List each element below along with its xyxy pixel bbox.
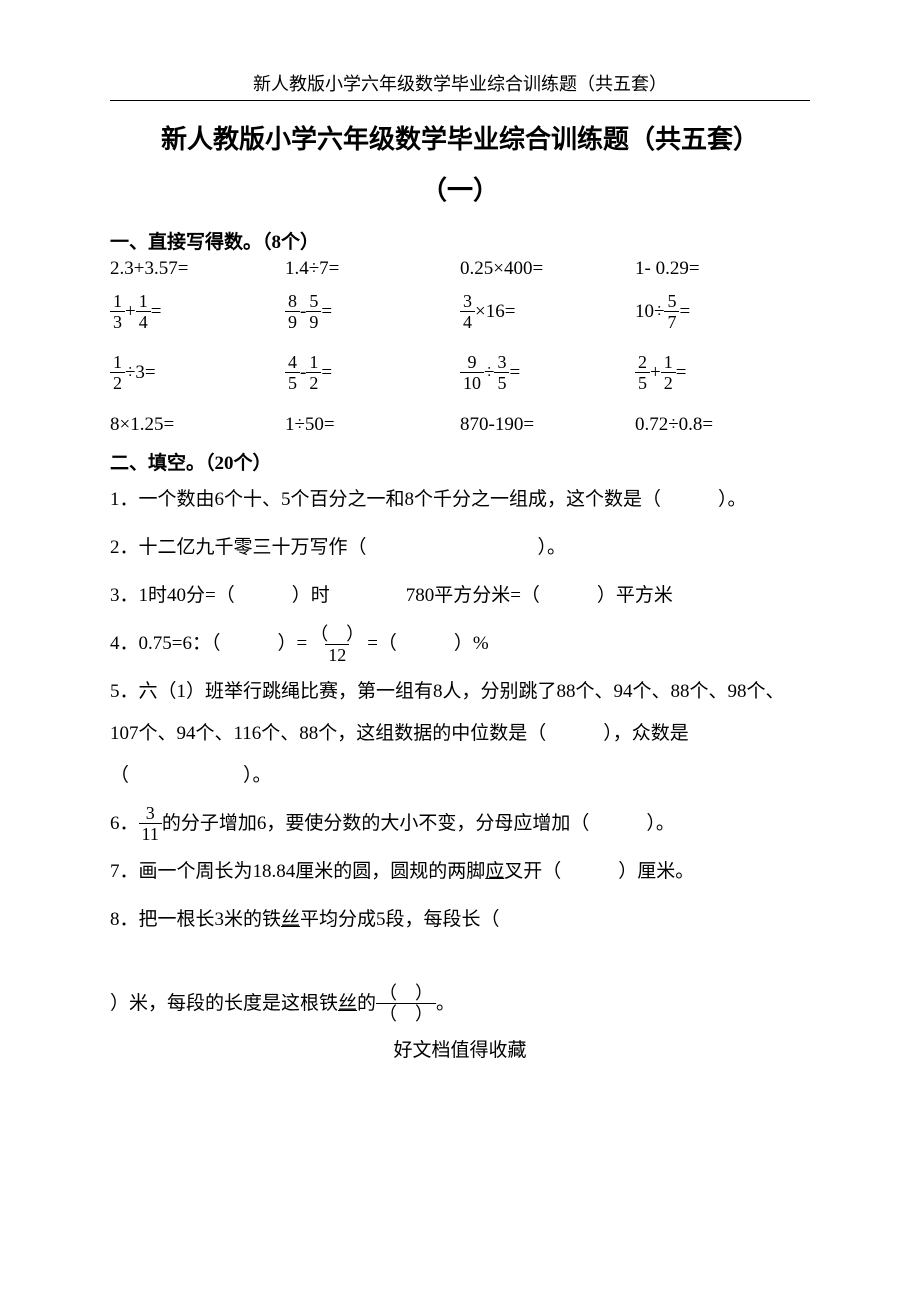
calc-cell: 45-12=	[285, 353, 460, 392]
q5: 5．六（1）班举行跳绳比赛，第一组有8人，分别跳了88个、94个、88个、98个…	[110, 671, 810, 796]
calc-cell: 1.4÷7=	[285, 258, 460, 280]
q6-frac-den: 11	[139, 823, 162, 843]
q7b: 叉开（ ）厘米。	[504, 861, 694, 882]
q6-frac: 3 11	[139, 804, 162, 843]
section1-head: 一、直接写得数。（8个）	[110, 227, 810, 254]
calc-cell: 1- 0.29=	[635, 258, 810, 280]
q8e: 。	[436, 983, 455, 1025]
q4-post: =（ ）%	[367, 623, 489, 665]
q8d: 的	[357, 983, 376, 1025]
q4-pre: 4．0.75=6：（ ）=	[110, 623, 307, 665]
q8-frac: （ ） （ ）	[376, 984, 436, 1023]
q6-post: 的分子增加6，要使分数的大小不变，分母应增加（ ）。	[162, 803, 675, 845]
q6-frac-num: 3	[143, 804, 158, 823]
calc-row: 8×1.25=1÷50=870-190=0.72÷0.8=	[110, 414, 810, 436]
fraction: 59	[306, 292, 321, 331]
q4-frac-den: 12	[325, 644, 349, 664]
q4-frac-num: （ ）	[307, 625, 367, 644]
fraction: 14	[136, 292, 151, 331]
q8c: ）米，每段的长度是这根铁	[110, 983, 338, 1025]
calc-cell: 13+14=	[110, 292, 285, 331]
calc-cell: 2.3+3.57=	[110, 258, 285, 280]
page-footer: 好文档值得收藏	[110, 1035, 810, 1062]
fraction: 35	[494, 353, 509, 392]
calc-row: 13+14=89-59=34×16=10÷57=	[110, 292, 810, 331]
calc-cell: 910÷35=	[460, 353, 635, 392]
q3: 3．1时40分=（ ）时 780平方分米=（ ）平方米	[110, 575, 810, 617]
fraction: 89	[285, 292, 300, 331]
fraction: 12	[661, 353, 676, 392]
q8u: 丝	[281, 909, 300, 930]
q8-frac-num: （ ）	[376, 984, 436, 1003]
calc-rows: 2.3+3.57=1.4÷7=0.25×400=1- 0.29= 13+14=89…	[110, 258, 810, 436]
calc-cell: 0.72÷0.8=	[635, 414, 810, 436]
q8-frac-den: （ ）	[376, 1003, 436, 1023]
calc-row: 12÷3=45-12=910÷35=25+12=	[110, 353, 810, 392]
fraction: 910	[460, 353, 484, 392]
calc-cell: 1÷50=	[285, 414, 460, 436]
q7: 7．画一个周长为18.84厘米的圆，圆规的两脚应叉开（ ）厘米。	[110, 851, 810, 893]
q1: 1．一个数由6个十、5个百分之一和8个千分之一组成，这个数是（ ）。	[110, 479, 810, 521]
calc-row: 2.3+3.57=1.4÷7=0.25×400=1- 0.29=	[110, 258, 810, 280]
calc-cell: 10÷57=	[635, 292, 810, 331]
fraction: 57	[664, 292, 679, 331]
q7u: 应	[485, 861, 504, 882]
section2-head: 二、填空。（20个）	[110, 448, 810, 475]
calc-cell: 8×1.25=	[110, 414, 285, 436]
fraction: 12	[110, 353, 125, 392]
fraction: 25	[635, 353, 650, 392]
q6: 6． 3 11 的分子增加6，要使分数的大小不变，分母应增加（ ）。	[110, 802, 810, 845]
q8: 8．把一根长3米的铁丝平均分成5段，每段长（ ）米，每段的长度是这根铁丝的 （ …	[110, 899, 810, 1025]
page-header: 新人教版小学六年级数学毕业综合训练题（共五套）	[110, 70, 810, 101]
calc-cell: 89-59=	[285, 292, 460, 331]
fraction: 34	[460, 292, 475, 331]
q7a: 7．画一个周长为18.84厘米的圆，圆规的两脚	[110, 861, 485, 882]
q6-pre: 6．	[110, 803, 139, 845]
q4-frac: （ ） 12	[307, 625, 367, 664]
calc-cell: 34×16=	[460, 292, 635, 331]
q8a: 8．把一根长3米的铁	[110, 909, 281, 930]
q2: 2．十二亿九千零三十万写作（ ）。	[110, 527, 810, 569]
doc-title: 新人教版小学六年级数学毕业综合训练题（共五套）	[110, 119, 810, 156]
doc-subtitle: （一）	[110, 170, 810, 207]
fraction: 12	[306, 353, 321, 392]
fraction: 13	[110, 292, 125, 331]
q8u2: 丝	[338, 983, 357, 1025]
fraction: 45	[285, 353, 300, 392]
q4: 4．0.75=6：（ ）= （ ） 12 =（ ）%	[110, 622, 810, 665]
calc-cell: 12÷3=	[110, 353, 285, 392]
q8b: 平均分成5段，每段长（	[300, 909, 500, 930]
calc-cell: 25+12=	[635, 353, 810, 392]
calc-cell: 870-190=	[460, 414, 635, 436]
calc-cell: 0.25×400=	[460, 258, 635, 280]
